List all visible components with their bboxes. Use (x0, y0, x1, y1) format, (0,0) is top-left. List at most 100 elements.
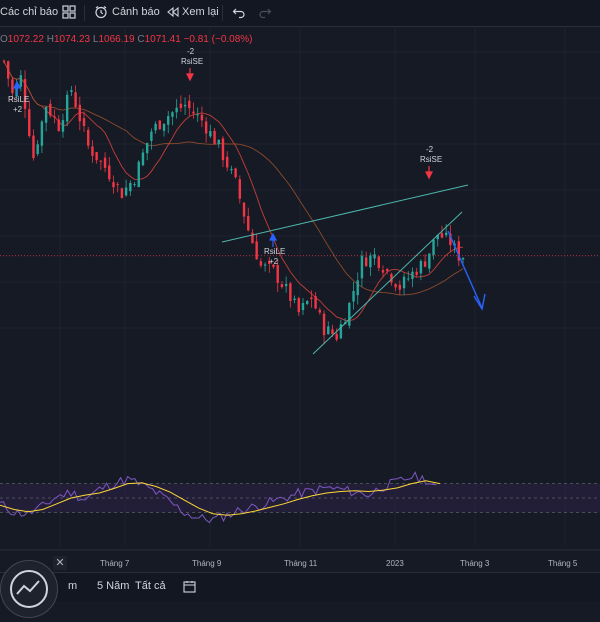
long-signal-arrow-icon (269, 232, 277, 247)
close-key: C (137, 34, 145, 45)
candle-body (82, 118, 86, 126)
candle-body (154, 123, 157, 131)
candle-body (423, 261, 427, 267)
candle-body (230, 168, 233, 171)
candle-body (32, 135, 35, 159)
candle-body (259, 261, 263, 266)
candle-body (331, 329, 334, 334)
candle-body (167, 116, 170, 125)
date-range-icon[interactable] (183, 580, 196, 593)
candle-body (120, 188, 124, 199)
candle-body (322, 313, 326, 336)
candle-body (436, 234, 439, 240)
indicators-button[interactable]: Các chỉ báo (0, 6, 59, 18)
bottom-range-bar: m 5 Năm Tất cả (0, 572, 600, 601)
candle-body (289, 283, 292, 301)
upper-trendline (221, 184, 469, 243)
candle-body (112, 182, 115, 188)
candle-body (444, 232, 448, 236)
x-tick-label: Tháng 11 (284, 559, 318, 568)
candle-body (297, 298, 300, 313)
range-5y-button[interactable]: 5 Năm (97, 580, 130, 592)
candle-body (78, 104, 81, 122)
candle-body (310, 297, 313, 300)
candle-body (44, 107, 48, 123)
candlesticks (2, 59, 465, 345)
candle-body (40, 121, 44, 146)
replay-icon[interactable] (166, 5, 180, 19)
forecast-arrowhead (473, 293, 486, 311)
range-all-button[interactable]: Tất cả (135, 580, 166, 592)
candle-body (103, 157, 107, 168)
signal-value: +2 (269, 257, 279, 266)
candle-body (179, 103, 183, 109)
candle-body (171, 112, 174, 117)
toolbar-divider (84, 5, 85, 21)
close-icon[interactable]: ✕ (53, 556, 67, 570)
candle-body (272, 264, 275, 267)
high-value: 1074.23 (53, 34, 91, 45)
candle-body (263, 264, 267, 266)
alert-button[interactable]: Cảnh báo (112, 6, 160, 18)
candle-body (449, 233, 452, 246)
signal-value: -2 (426, 145, 434, 154)
chart-grid (0, 26, 600, 546)
rsi-pane (0, 471, 600, 524)
candle-body (200, 114, 204, 121)
candle-body (65, 94, 69, 122)
candle-body (457, 241, 460, 261)
candle-body (70, 90, 73, 92)
redo-icon[interactable] (258, 5, 272, 19)
signal-label: RsiSE (181, 57, 203, 66)
x-tick-label: Tháng 5 (548, 559, 578, 568)
candle-body (183, 104, 187, 107)
candle-body (74, 92, 77, 107)
signal-value: +2 (13, 105, 23, 114)
candle-body (91, 146, 94, 156)
replay-button[interactable]: Xem lại (182, 6, 219, 18)
candle-body (116, 184, 119, 186)
candle-body (386, 268, 389, 271)
candle-body (175, 107, 178, 113)
candle-body (377, 256, 380, 269)
candle-body (150, 131, 153, 141)
x-tick-label: Tháng 9 (192, 559, 222, 568)
candle-body (356, 280, 359, 296)
candle-body (57, 119, 60, 131)
candle-body (432, 239, 435, 255)
candle-body (293, 298, 296, 301)
alarm-clock-icon[interactable] (94, 5, 108, 19)
x-tick-label: Tháng 7 (100, 559, 130, 568)
candle-body (225, 156, 229, 168)
short-signal-arrow-icon (186, 68, 194, 82)
candle-body (221, 138, 225, 161)
candle-body (192, 111, 195, 114)
candle-body (255, 241, 258, 260)
range-prefix[interactable]: m (68, 580, 78, 592)
candle-body (2, 60, 6, 62)
candle-body (428, 253, 431, 269)
candle-body (217, 139, 220, 145)
candle-body (162, 123, 166, 131)
candle-body (251, 232, 254, 244)
undo-icon[interactable] (232, 5, 246, 19)
candle-body (318, 309, 322, 313)
candle-body (440, 233, 444, 238)
layout-grid-icon[interactable] (62, 5, 76, 19)
candle-body (19, 75, 23, 87)
candle-body (314, 296, 317, 309)
candle-body (360, 255, 364, 279)
candle-body (28, 109, 31, 137)
candle-body (407, 278, 410, 280)
candle-body (398, 284, 402, 290)
candle-body (188, 100, 191, 109)
candle-body (95, 152, 98, 161)
candle-body (238, 179, 242, 199)
candle-body (141, 152, 145, 166)
candle-body (49, 103, 52, 116)
lower-trendline (312, 211, 463, 355)
chart-fab-button[interactable] (0, 560, 58, 618)
candle-body (411, 271, 414, 280)
candle-body (335, 333, 338, 340)
